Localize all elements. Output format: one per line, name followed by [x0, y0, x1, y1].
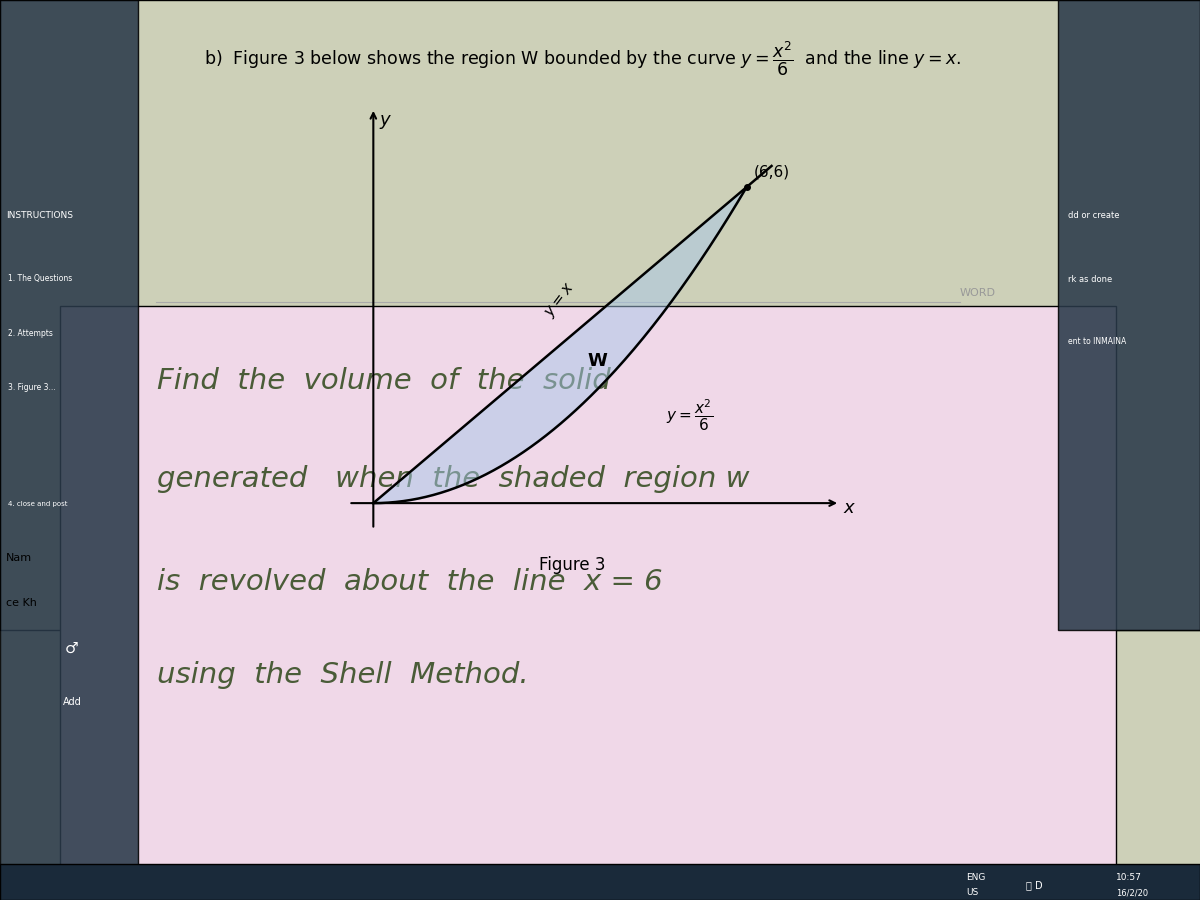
Text: 10:57: 10:57: [1116, 873, 1142, 882]
Text: (6,6): (6,6): [754, 164, 791, 179]
FancyBboxPatch shape: [0, 0, 138, 900]
Text: Figure 3: Figure 3: [539, 556, 606, 574]
Text: ♂: ♂: [65, 641, 79, 655]
Text: ce Kh: ce Kh: [6, 598, 37, 608]
Text: W: W: [587, 352, 607, 370]
Text: 16/2/20: 16/2/20: [1116, 888, 1148, 897]
Text: rk as done: rk as done: [1068, 274, 1112, 284]
Text: 2. Attempts: 2. Attempts: [8, 328, 53, 338]
Text: $y = x$: $y = x$: [541, 280, 578, 320]
FancyBboxPatch shape: [0, 0, 1200, 630]
Text: $y = \dfrac{x^2}{6}$: $y = \dfrac{x^2}{6}$: [666, 398, 713, 433]
FancyBboxPatch shape: [60, 306, 1116, 900]
Text: is  revolved  about  the  line  x = 6: is revolved about the line x = 6: [157, 569, 664, 597]
Text: Add: Add: [62, 697, 82, 707]
Text: 4. close and post: 4. close and post: [8, 501, 68, 507]
Text: WORD: WORD: [960, 287, 996, 298]
Text: Find  the  volume  of  the  solid: Find the volume of the solid: [157, 367, 611, 395]
Text: 3. Figure 3...: 3. Figure 3...: [8, 382, 56, 392]
FancyBboxPatch shape: [1058, 0, 1200, 630]
Text: US: US: [966, 888, 978, 897]
Text: generated   when  the  shaded  region w: generated when the shaded region w: [157, 464, 750, 493]
Text: INSTRUCTIONS: INSTRUCTIONS: [6, 212, 73, 220]
Text: Nam: Nam: [6, 553, 32, 563]
Text: ENG: ENG: [966, 873, 985, 882]
Text: using  the  Shell  Method.: using the Shell Method.: [157, 661, 529, 688]
Text: ent to INMAINA: ent to INMAINA: [1068, 338, 1127, 346]
Text: x: x: [844, 500, 853, 518]
Text: y: y: [379, 111, 390, 129]
Text: b)  Figure 3 below shows the region W bounded by the curve $y = \dfrac{x^2}{6}$ : b) Figure 3 below shows the region W bou…: [204, 40, 962, 77]
FancyBboxPatch shape: [0, 864, 1200, 900]
Text: 1. The Questions: 1. The Questions: [8, 274, 73, 284]
Text: 令 D: 令 D: [1026, 879, 1043, 890]
Text: dd or create: dd or create: [1068, 212, 1120, 220]
